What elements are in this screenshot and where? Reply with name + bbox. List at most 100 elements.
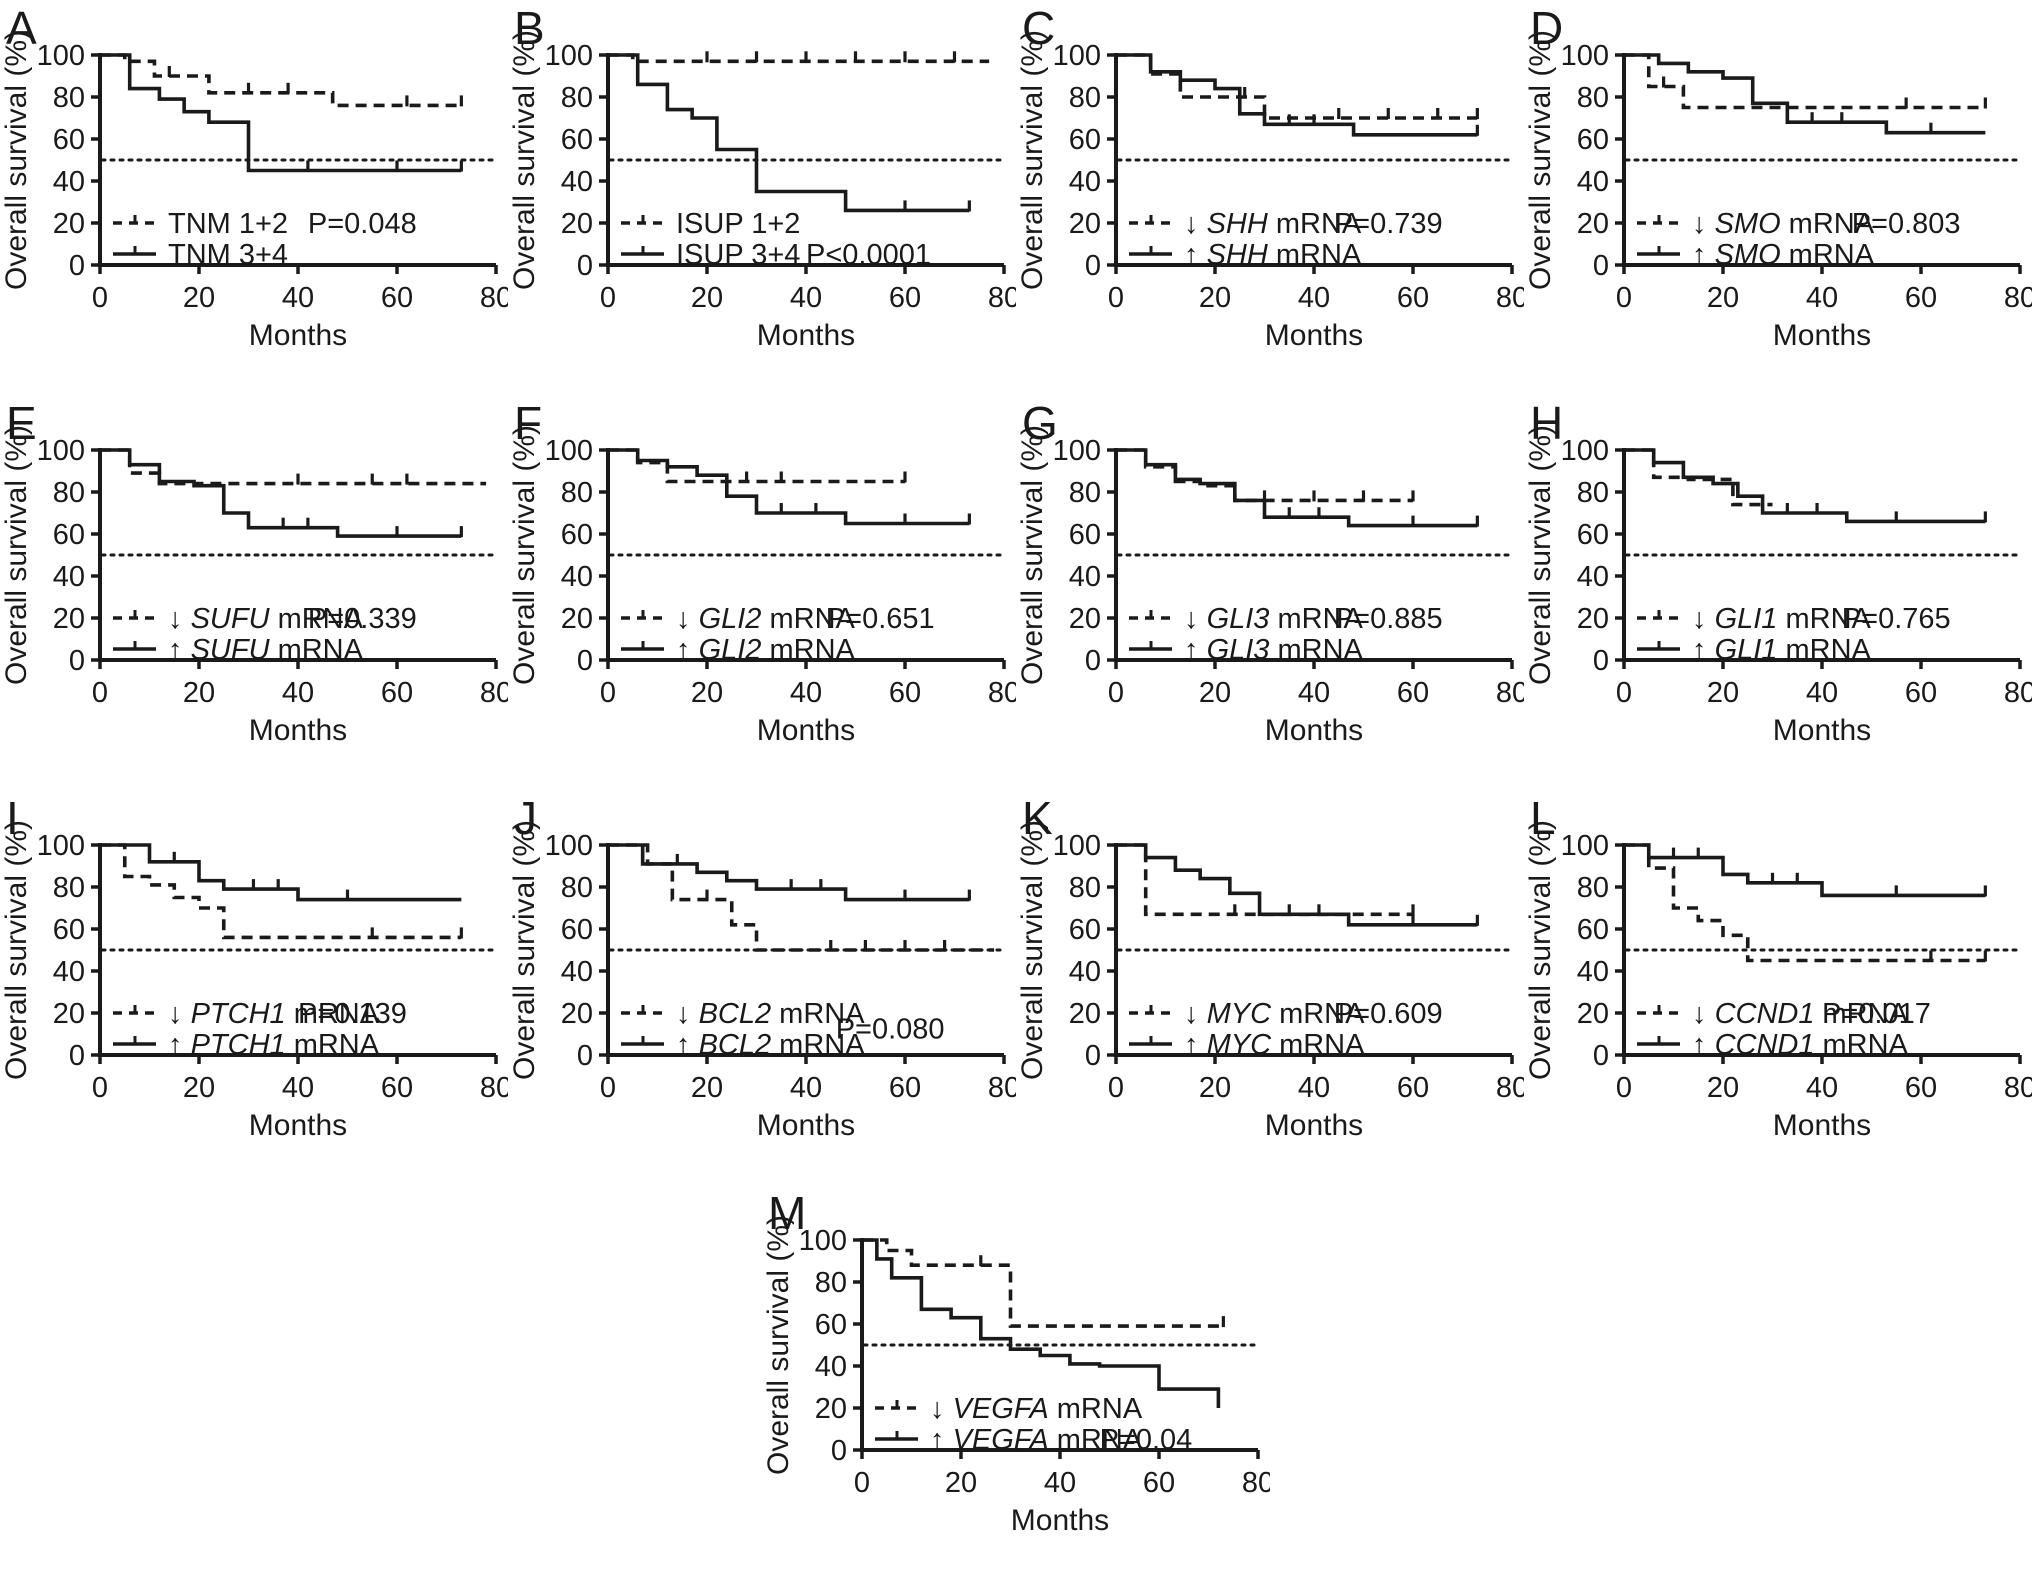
y-tick-label: 0	[1085, 1040, 1101, 1072]
x-tick-label: 80	[1496, 282, 1524, 314]
x-tick-label: 60	[1905, 1072, 1937, 1104]
y-tick-label: 20	[815, 1393, 847, 1425]
p-value-label: P=0.080	[836, 1014, 945, 1046]
panel-letter: C	[1022, 2, 1055, 54]
y-axis-label: Overall survival (%)	[1524, 30, 1557, 290]
x-axis-label: Months	[1773, 1109, 1871, 1142]
y-tick-label: 40	[1577, 166, 1609, 198]
y-tick-label: 60	[1577, 124, 1609, 156]
y-tick-label: 0	[1593, 250, 1609, 282]
x-tick-label: 80	[1496, 1072, 1524, 1104]
p-value-label: P=0.803	[1852, 208, 1961, 240]
y-axis-label: Overall survival (%)	[1016, 820, 1049, 1080]
km-chart-A: A 0 20 40 60 80 100 0 20 40 60 80 Overall survival (…	[0, 2, 512, 352]
x-tick-label: 0	[1108, 282, 1124, 314]
y-tick-label: 100	[545, 435, 593, 467]
km-curve-low	[1116, 843, 1413, 917]
km-chart-F: F 0 20 40 60 80 100 0 20 40 60 80 Overall survival (…	[508, 397, 1020, 747]
y-tick-label: 20	[561, 603, 593, 635]
legend-label: ↓ GLI2 mRNA	[676, 603, 856, 635]
legend-label: ↓ PTCH1 mRNA	[168, 998, 380, 1030]
x-tick-label: 60	[889, 282, 921, 314]
y-tick-label: 0	[69, 250, 85, 282]
y-tick-label: 100	[1561, 40, 1609, 72]
km-curve-high	[1116, 843, 1478, 927]
y-tick-label: 0	[831, 1435, 847, 1467]
legend-label: ↓ BCL2 mRNA	[676, 998, 865, 1030]
x-tick-label: 20	[1707, 282, 1739, 314]
figure-bottom-row: M 0 20 40 60 80 100 0 20 40 60 80 Overall survival (…	[0, 1185, 2032, 1579]
panel-letter: I	[6, 792, 19, 844]
x-tick-label: 60	[1397, 282, 1429, 314]
y-tick-label: 0	[577, 1040, 593, 1072]
x-tick-label: 0	[1616, 1072, 1632, 1104]
x-tick-label: 80	[480, 677, 508, 709]
x-axis-label: Months	[1265, 1109, 1363, 1142]
y-tick-label: 40	[1577, 561, 1609, 593]
x-axis-label: Months	[249, 319, 347, 352]
km-chart-J: J 0 20 40 60 80 100 0 20 40 60 80 Overall survival (…	[508, 792, 1020, 1142]
x-tick-label: 40	[790, 282, 822, 314]
panel-letter: M	[768, 1187, 806, 1239]
x-tick-label: 80	[988, 282, 1016, 314]
y-tick-label: 100	[545, 830, 593, 862]
x-tick-label: 80	[2004, 282, 2032, 314]
y-tick-label: 100	[37, 435, 85, 467]
x-tick-label: 0	[1108, 1072, 1124, 1104]
x-tick-label: 60	[381, 282, 413, 314]
x-tick-label: 40	[282, 677, 314, 709]
y-tick-label: 20	[1577, 998, 1609, 1030]
y-tick-label: 40	[53, 956, 85, 988]
x-tick-label: 0	[600, 282, 616, 314]
legend-label: TNM 1+2	[168, 208, 288, 240]
km-chart-G: G 0 20 40 60 80 100 0 20 40 60 80 Overall survival (…	[1016, 397, 1528, 747]
p-value-label: P=0.765	[1842, 603, 1951, 635]
km-curve-high	[608, 843, 970, 902]
km-chart-B: B 0 20 40 60 80 100 0 20 40 60 80 Overall survival (…	[508, 2, 1020, 352]
panel-letter: D	[1530, 2, 1563, 54]
legend-label: ↑ CCND1 mRNA	[1692, 1029, 1909, 1061]
x-tick-label: 40	[282, 1072, 314, 1104]
km-curve-low	[100, 843, 462, 940]
panel-letter: F	[514, 397, 542, 449]
x-tick-label: 20	[691, 282, 723, 314]
y-tick-label: 100	[1561, 830, 1609, 862]
x-axis-label: Months	[757, 1109, 855, 1142]
p-value-label: P=0.017	[1822, 998, 1931, 1030]
x-tick-label: 40	[282, 282, 314, 314]
y-tick-label: 80	[1069, 477, 1101, 509]
y-tick-label: 40	[1069, 956, 1101, 988]
legend-label: ↑ GLI1 mRNA	[1692, 634, 1872, 666]
x-tick-label: 80	[2004, 1072, 2032, 1104]
y-axis-label: Overall survival (%)	[1524, 820, 1557, 1080]
y-tick-label: 20	[1577, 208, 1609, 240]
x-axis-label: Months	[1773, 319, 1871, 352]
x-tick-label: 0	[854, 1467, 870, 1499]
y-tick-label: 20	[53, 998, 85, 1030]
y-tick-label: 0	[1085, 250, 1101, 282]
x-axis-label: Months	[757, 319, 855, 352]
panel-letter: B	[514, 2, 545, 54]
panel-F: F 0 20 40 60 80 100 0 20 40 60 80 Overall survival (…	[508, 395, 1020, 790]
y-axis-label: Overall survival (%)	[762, 1215, 795, 1475]
y-axis-label: Overall survival (%)	[508, 820, 541, 1080]
x-axis-label: Months	[1773, 714, 1871, 747]
y-tick-label: 0	[1593, 1040, 1609, 1072]
y-tick-label: 40	[815, 1351, 847, 1383]
km-curve-low	[608, 843, 995, 952]
p-value-label: P=0.04	[1100, 1424, 1193, 1456]
km-curve-low	[1624, 843, 1986, 963]
legend-label: ↑ BCL2 mRNA	[676, 1029, 865, 1061]
legend-label: TNM 3+4	[168, 239, 288, 271]
y-tick-label: 100	[1053, 40, 1101, 72]
x-tick-label: 40	[1298, 282, 1330, 314]
x-tick-label: 80	[2004, 677, 2032, 709]
x-tick-label: 40	[790, 677, 822, 709]
y-axis-label: Overall survival (%)	[0, 30, 33, 290]
panel-M: M 0 20 40 60 80 100 0 20 40 60 80 Overall survival (…	[762, 1185, 1274, 1579]
x-tick-label: 40	[1806, 677, 1838, 709]
km-curve-low	[862, 1238, 1224, 1328]
legend-label: ↓ GLI3 mRNA	[1184, 603, 1364, 635]
y-tick-label: 40	[53, 561, 85, 593]
